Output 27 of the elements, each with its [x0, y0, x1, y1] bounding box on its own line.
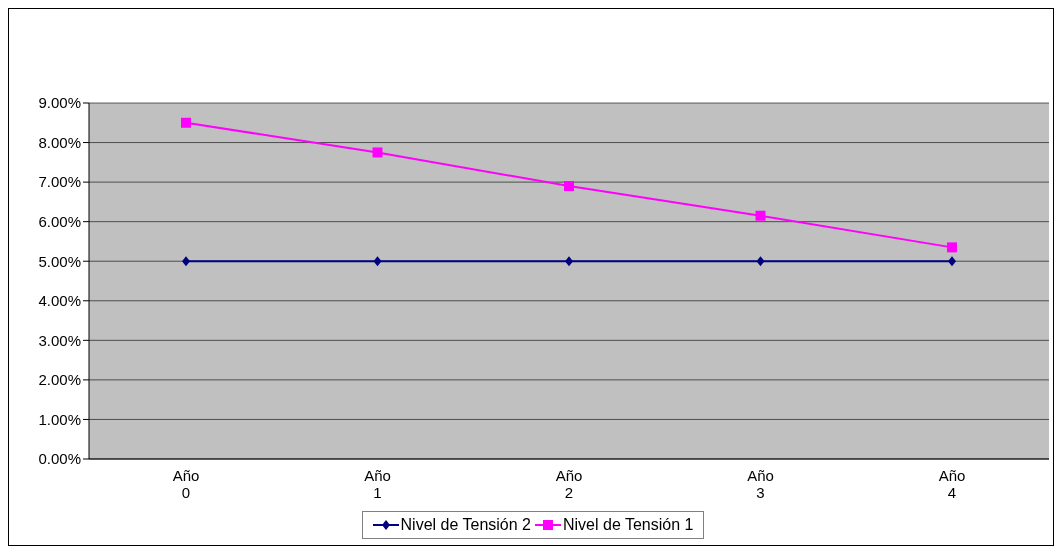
y-tick-label: 9.00% — [38, 94, 81, 112]
point — [373, 256, 382, 267]
y-tick-label: 7.00% — [38, 173, 81, 191]
x-tick-label: Año 1 — [364, 467, 391, 501]
point — [947, 242, 957, 253]
point — [756, 256, 765, 267]
x-tick-label: Año 2 — [555, 467, 583, 501]
y-tick-label: 0.00% — [38, 450, 81, 468]
point — [182, 256, 190, 267]
x-tick-label: Año 3 — [747, 467, 774, 501]
legend-label: Nivel de Tensión 2 — [400, 516, 531, 534]
y-tick-label: 3.00% — [38, 331, 81, 349]
x-tick-label: Año 0 — [172, 467, 200, 501]
y-tick-label: 4.00% — [38, 292, 81, 310]
point — [565, 256, 573, 267]
y-tick-label: 2.00% — [38, 371, 81, 389]
y-tick-label: 1.00% — [38, 410, 81, 428]
y-tick-label: 5.00% — [38, 252, 81, 270]
point — [564, 181, 574, 192]
point — [948, 256, 956, 267]
point — [372, 147, 383, 158]
x-tick-label: Año 4 — [938, 467, 966, 501]
legend-label: Nivel de Tensión 1 — [563, 516, 694, 534]
y-tick-label: 6.00% — [38, 212, 81, 230]
point — [181, 117, 191, 128]
point — [755, 210, 766, 221]
y-tick-label: 8.00% — [38, 133, 81, 151]
